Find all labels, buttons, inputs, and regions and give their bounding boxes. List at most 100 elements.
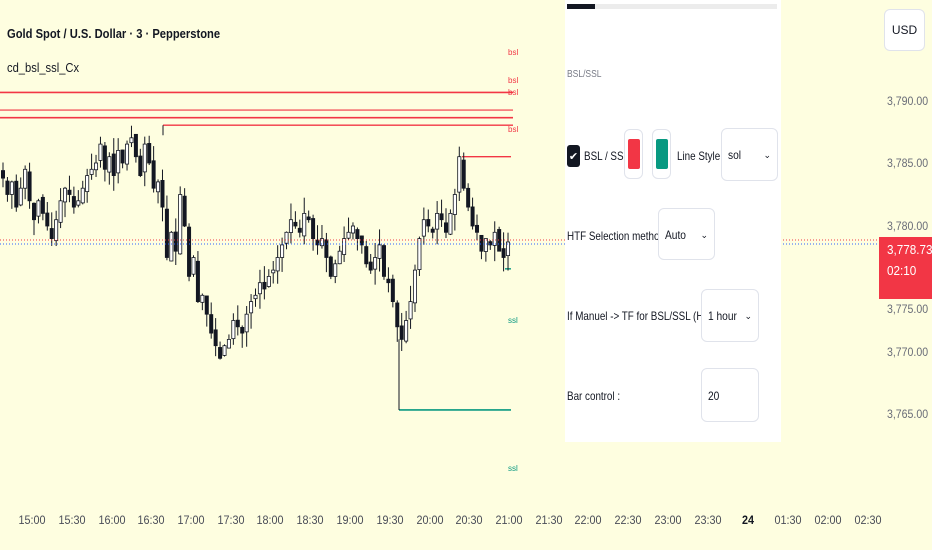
candle-body xyxy=(169,231,174,262)
candle-body xyxy=(404,320,409,342)
line-style-value: sol xyxy=(728,148,742,162)
bar-control-value: 20 xyxy=(708,389,720,403)
candle-body xyxy=(147,143,152,164)
candle-body xyxy=(288,219,293,233)
panel-tab-strip[interactable] xyxy=(567,4,777,9)
candle-body xyxy=(373,257,378,270)
candle-body xyxy=(488,241,493,246)
line-style-label: Line Style: xyxy=(677,149,723,163)
indicator-label[interactable]: cd_bsl_ssl_Cx xyxy=(7,60,80,75)
candle-body xyxy=(319,238,324,247)
chevron-down-icon: ⌄ xyxy=(744,311,752,321)
candle-body xyxy=(249,301,254,314)
time-tick: 18:30 xyxy=(296,513,324,527)
candle-body xyxy=(350,225,355,234)
panel-tab-active[interactable] xyxy=(567,4,595,9)
currency-button[interactable]: USD xyxy=(884,9,925,51)
time-tick: 20:30 xyxy=(455,513,483,527)
bar-control-input[interactable]: 20 xyxy=(701,368,759,422)
candle-body xyxy=(191,257,196,275)
time-tick: 18:00 xyxy=(256,513,284,527)
candle-body xyxy=(408,301,413,320)
time-tick: 19:00 xyxy=(336,513,364,527)
time-tick: 17:30 xyxy=(217,513,245,527)
bsl-ssl-checkbox[interactable]: ✔ xyxy=(567,145,580,167)
candle-body xyxy=(271,269,276,274)
candle-body xyxy=(98,143,103,161)
candle-body xyxy=(111,153,116,177)
time-tick: 22:30 xyxy=(614,513,642,527)
candle-body xyxy=(49,228,54,239)
time-tick: 22:00 xyxy=(574,513,602,527)
candle-body xyxy=(506,241,511,257)
ssl-color-picker[interactable] xyxy=(652,129,671,179)
time-tick: 01:30 xyxy=(774,513,802,527)
candle-body xyxy=(492,231,497,246)
candle-body xyxy=(280,244,285,258)
check-icon: ✔ xyxy=(568,150,579,163)
candle-body xyxy=(501,248,506,258)
candle-body xyxy=(222,345,227,356)
candle-body xyxy=(297,227,302,233)
candle-body xyxy=(209,314,214,334)
candle-body xyxy=(142,143,147,173)
candlestick-series xyxy=(0,125,511,360)
candle-body xyxy=(94,162,99,171)
htf-method-select[interactable]: Auto ⌄ xyxy=(658,208,715,260)
candle-body xyxy=(80,187,85,204)
candle-body xyxy=(0,170,6,179)
section-title: BSL/SSL xyxy=(567,69,602,80)
candle-body xyxy=(231,320,236,340)
candle-body xyxy=(200,294,205,303)
candle-body xyxy=(116,149,121,174)
time-tick: 16:00 xyxy=(98,513,126,527)
bsl-label: bsl xyxy=(508,125,519,134)
candle-body xyxy=(204,295,209,315)
candle-body xyxy=(412,269,417,304)
candle-body xyxy=(306,216,311,221)
candle-body xyxy=(40,196,45,214)
line-style-select[interactable]: sol ⌄ xyxy=(721,128,778,181)
time-tick-day: 24 xyxy=(741,513,755,527)
manual-tf-value: 1 hour xyxy=(708,309,737,323)
candle-body xyxy=(257,282,262,295)
liquidity-level-lines xyxy=(0,91,513,411)
candle-body xyxy=(102,145,107,170)
time-tick: 23:30 xyxy=(694,513,722,527)
candle-body xyxy=(63,187,68,203)
candle-body xyxy=(76,200,81,206)
candle-body xyxy=(125,143,130,165)
candle-body xyxy=(324,239,329,258)
time-tick: 02:00 xyxy=(814,513,842,527)
candle-body xyxy=(457,156,462,193)
candle-body xyxy=(426,219,431,227)
htf-method-value: Auto xyxy=(665,228,686,242)
htf-method-label: HTF Selection method : xyxy=(567,229,671,243)
time-tick: 20:00 xyxy=(416,513,444,527)
candle-body xyxy=(470,206,475,227)
candle-body xyxy=(213,329,218,347)
candle-body xyxy=(461,159,466,189)
bar-control-label: Bar control : xyxy=(567,389,621,403)
symbol-title[interactable]: Gold Spot / U.S. Dollar · 3 · Pepperston… xyxy=(7,26,221,41)
bsl-ssl-checkbox-label: BSL / SSL xyxy=(584,149,630,163)
candle-body xyxy=(355,229,360,240)
candle-body xyxy=(120,149,125,164)
candle-body xyxy=(386,278,391,284)
candle-body xyxy=(381,245,386,277)
candle-body xyxy=(218,347,223,359)
bar-countdown: 02:10 xyxy=(887,263,917,278)
manual-tf-select[interactable]: 1 hour ⌄ xyxy=(701,289,759,342)
candle-body xyxy=(328,256,333,277)
chevron-down-icon: ⌄ xyxy=(700,230,708,240)
candle-body xyxy=(9,181,14,195)
bsl-color-picker[interactable] xyxy=(624,129,643,179)
candle-body xyxy=(368,261,373,271)
current-price-value: 3,778.73 xyxy=(887,242,932,257)
candle-body xyxy=(435,212,440,230)
time-tick: 02:30 xyxy=(854,513,882,527)
time-tick: 21:30 xyxy=(535,513,563,527)
candle-body xyxy=(399,325,404,340)
candle-body xyxy=(18,187,23,206)
